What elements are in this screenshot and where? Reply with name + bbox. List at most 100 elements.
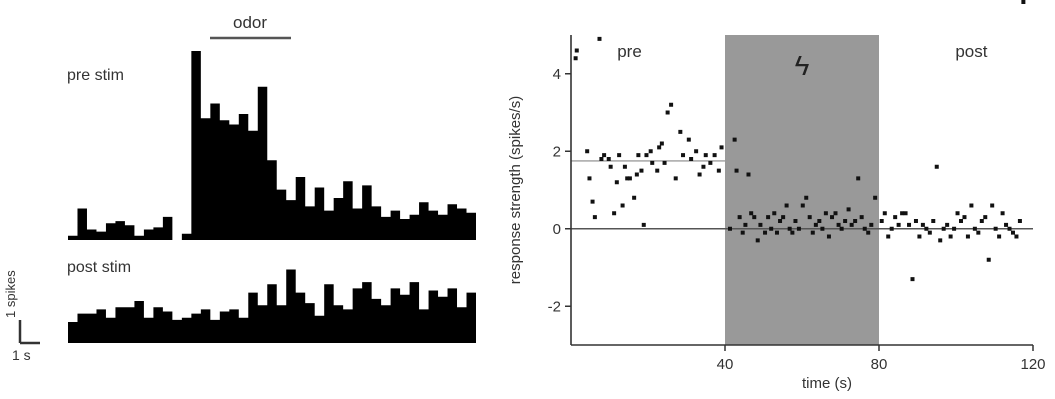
data-point <box>924 226 929 231</box>
data-point <box>807 215 812 220</box>
data-point <box>763 230 768 235</box>
data-point <box>843 219 848 223</box>
data-point <box>903 211 908 216</box>
data-point <box>1000 211 1005 216</box>
data-points <box>573 0 1026 282</box>
response-panel: ϟ -2 0 2 4 40 80 120 pre post time (s) respon… <box>507 0 1046 392</box>
x-tick-label: 120 <box>1020 356 1045 373</box>
data-point <box>634 172 639 177</box>
data-point <box>796 226 801 231</box>
data-point <box>856 176 861 181</box>
data-point <box>1007 226 1012 231</box>
data-point <box>639 168 644 173</box>
data-point <box>1004 222 1009 227</box>
data-point <box>755 238 760 243</box>
data-point <box>862 226 867 231</box>
scale-bar-spikes-label: 1 spikes <box>3 270 18 318</box>
data-point <box>869 222 874 227</box>
data-point <box>608 164 613 169</box>
data-point <box>746 172 751 177</box>
data-point <box>641 222 646 227</box>
data-point <box>673 176 678 181</box>
data-point <box>617 153 622 158</box>
data-point <box>879 219 884 223</box>
data-point <box>622 164 627 169</box>
y-ticks: -2 0 2 4 <box>548 66 571 315</box>
y-tick-label: 0 <box>553 221 561 238</box>
data-point <box>728 226 732 231</box>
data-point <box>965 234 970 239</box>
scale-bar-time-label: 1 s <box>12 347 31 363</box>
data-point <box>740 230 745 235</box>
y-tick-label: 2 <box>553 143 561 160</box>
data-point <box>793 219 798 223</box>
data-point <box>907 222 912 227</box>
data-point <box>800 203 805 208</box>
x-tick-label: 40 <box>717 356 734 373</box>
data-point <box>694 149 699 154</box>
data-point <box>952 226 957 231</box>
data-point <box>627 176 632 181</box>
data-point <box>972 226 977 231</box>
data-point <box>689 157 694 161</box>
data-point <box>830 215 835 220</box>
data-point <box>804 195 809 200</box>
data-point <box>990 203 995 208</box>
data-point <box>859 215 864 220</box>
data-point <box>900 211 905 216</box>
data-point <box>866 230 871 235</box>
data-point <box>657 145 662 150</box>
data-point <box>662 160 667 165</box>
data-point <box>678 129 683 134</box>
data-point <box>606 157 611 161</box>
lightning-bolt-icon: ϟ <box>795 50 810 81</box>
data-point <box>686 137 691 142</box>
data-point <box>612 211 617 216</box>
data-point <box>701 164 706 169</box>
data-point <box>938 238 943 243</box>
data-point <box>766 215 771 220</box>
data-point <box>737 215 742 220</box>
data-point <box>813 222 818 227</box>
data-point <box>889 226 894 231</box>
data-point <box>625 176 630 181</box>
data-point <box>920 222 925 227</box>
data-point <box>743 222 748 227</box>
data-point <box>659 141 664 146</box>
data-point <box>931 219 936 223</box>
data-point <box>758 222 763 227</box>
data-point <box>927 230 932 235</box>
data-point <box>781 215 786 220</box>
data-point <box>681 153 686 158</box>
data-point <box>599 157 604 161</box>
y-tick-label: 4 <box>553 66 561 83</box>
data-point <box>846 207 851 212</box>
data-point <box>823 211 828 216</box>
data-point <box>732 137 737 142</box>
data-point <box>886 234 891 239</box>
data-point <box>734 168 739 173</box>
data-point <box>836 222 841 227</box>
data-point <box>910 277 915 282</box>
data-point <box>787 226 792 231</box>
data-point <box>650 160 655 165</box>
data-point <box>817 219 822 223</box>
data-point <box>574 48 579 53</box>
odor-label: odor <box>233 13 267 32</box>
data-point <box>665 110 670 115</box>
data-point <box>749 211 754 216</box>
data-point <box>959 219 963 223</box>
data-point <box>976 230 981 235</box>
data-point <box>585 149 590 154</box>
data-point <box>934 164 939 169</box>
stim-window <box>725 35 879 345</box>
data-point <box>913 219 918 223</box>
data-point <box>697 172 702 177</box>
data-point <box>1014 234 1019 239</box>
x-tick-label: 80 <box>871 356 888 373</box>
data-point <box>774 230 779 235</box>
data-point <box>997 234 1002 239</box>
y-tick-label: -2 <box>548 298 561 315</box>
psth-panel: odor pre stim post stim 1 s 1 spikes <box>3 13 476 363</box>
